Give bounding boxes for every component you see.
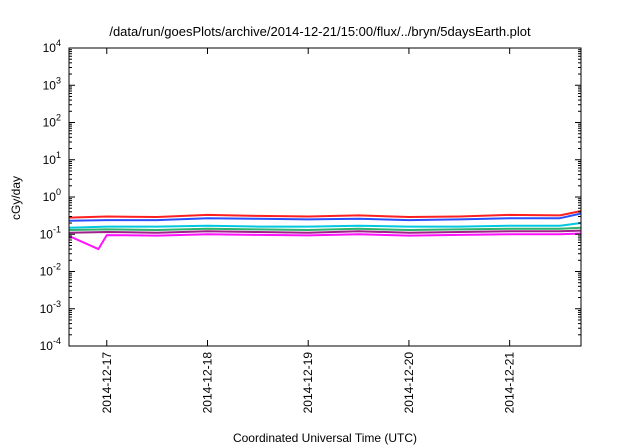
series-line-6 bbox=[68, 232, 582, 251]
x-tick-label: 2014-12-20 bbox=[402, 352, 416, 414]
y-tick-label: 101 bbox=[43, 150, 61, 167]
y-axis: 104 103 102 101 100 10-1 10-2 10-3 10-4 bbox=[40, 38, 581, 353]
series-line-5 bbox=[68, 229, 582, 234]
y-tick-label: 104 bbox=[43, 38, 61, 55]
y-tick-label: 100 bbox=[43, 187, 61, 204]
y-tick-label: 10-2 bbox=[40, 262, 61, 279]
y-tick-label: 102 bbox=[43, 113, 61, 130]
x-axis: 2014-12-17 2014-12-18 2014-12-19 2014-12-20… bbox=[100, 48, 517, 413]
series-line-2 bbox=[68, 212, 582, 222]
x-tick-label: 2014-12-19 bbox=[301, 352, 315, 414]
plot-frame bbox=[68, 47, 582, 347]
y-axis-label: cGy/day bbox=[9, 176, 23, 220]
x-tick-label: 2014-12-18 bbox=[201, 352, 215, 414]
series-layer bbox=[68, 210, 582, 251]
x-tick-label: 2014-12-17 bbox=[100, 352, 114, 414]
x-tick-label: 2014-12-21 bbox=[503, 352, 517, 414]
series-line-1 bbox=[68, 210, 582, 219]
x-axis-label: Coordinated Universal Time (UTC) bbox=[233, 431, 417, 445]
chart-title: /data/run/goesPlots/archive/2014-12-21/1… bbox=[109, 24, 531, 39]
y-tick-label: 103 bbox=[43, 75, 61, 92]
y-tick-label: 10-1 bbox=[40, 224, 61, 241]
y-tick-label: 10-4 bbox=[40, 336, 61, 353]
series-line-4 bbox=[68, 226, 582, 231]
y-tick-label: 10-3 bbox=[40, 299, 61, 316]
series-line-3 bbox=[68, 222, 582, 229]
